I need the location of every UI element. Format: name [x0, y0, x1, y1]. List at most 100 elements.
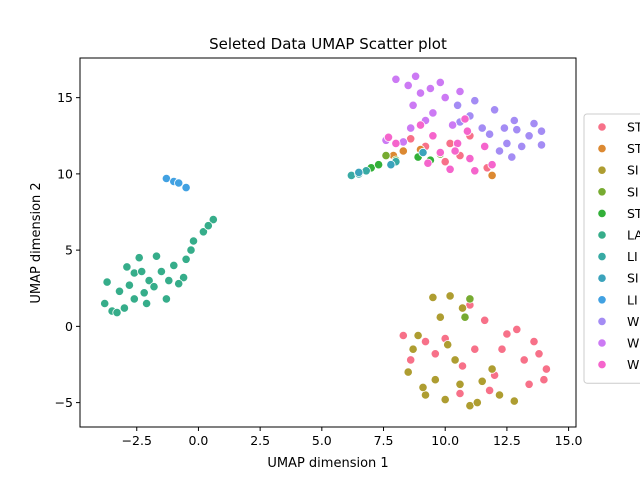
scatter-point — [450, 146, 460, 156]
scatter-point — [435, 147, 445, 158]
chart-title: Seleted Data UMAP Scatter plot — [209, 35, 447, 53]
scatter-point — [418, 147, 428, 158]
scatter-point — [124, 280, 134, 290]
scatter-point — [440, 394, 450, 405]
scatter-point — [457, 303, 468, 313]
scatter-point — [398, 146, 408, 156]
legend-label: W — [627, 314, 639, 329]
scatter-point — [529, 336, 539, 347]
scatter-point — [413, 330, 423, 341]
scatter-point — [122, 262, 132, 272]
scatter-point — [425, 83, 435, 94]
scatter-point — [112, 307, 122, 318]
scatter-point — [470, 96, 480, 106]
scatter-point — [169, 260, 179, 270]
scatter-point — [134, 253, 144, 263]
scatter-point — [174, 178, 184, 188]
scatter-point — [462, 126, 472, 136]
scatter-point — [509, 115, 519, 126]
x-tick-label: 5.0 — [312, 433, 332, 448]
x-tick-label: 12.5 — [493, 433, 521, 448]
scatter-point — [512, 125, 522, 135]
scatter-point — [435, 77, 445, 88]
scatter-point — [455, 379, 465, 389]
scatter-point — [539, 375, 549, 385]
scatter-point — [480, 315, 490, 325]
series-11 — [383, 114, 497, 176]
scatter-point — [524, 379, 534, 389]
legend-label: SI — [627, 271, 639, 286]
legend-marker — [597, 187, 607, 197]
scatter-point — [443, 340, 453, 350]
scatter-point — [198, 227, 208, 237]
scatter-point — [445, 291, 455, 301]
scatter-point — [383, 132, 394, 142]
scatter-point — [541, 364, 552, 374]
scatter-point — [149, 282, 159, 292]
x-axis-ticks: −2.5 0.0 2.5 5.0 7.5 10.0 12.5 15.0 — [122, 427, 583, 448]
scatter-point — [381, 151, 391, 161]
legend-label: LI — [627, 249, 638, 264]
scatter-point — [403, 80, 413, 91]
scatter-point — [460, 114, 470, 124]
series-0 — [398, 131, 552, 399]
scatter-point — [455, 388, 465, 399]
scatter-point — [447, 120, 458, 130]
x-tick-label: 10.0 — [431, 433, 459, 448]
scatter-point — [161, 294, 171, 304]
legend-label: ST — [627, 141, 640, 156]
y-tick-label: 10 — [57, 166, 73, 181]
series-9 — [452, 96, 547, 162]
legend-frame — [583, 113, 640, 384]
scatter-point — [137, 266, 147, 277]
series-7 — [354, 147, 428, 177]
legend-label: LA — [627, 228, 640, 243]
plot-area — [79, 57, 577, 428]
scatter-point — [415, 120, 426, 130]
scatter-point — [494, 146, 505, 156]
scatter-point — [499, 123, 509, 133]
plot-frame — [79, 57, 577, 428]
y-tick-label: 0 — [65, 319, 73, 334]
scatter-point — [408, 344, 418, 354]
x-tick-label: −2.5 — [122, 433, 152, 448]
series-6 — [346, 157, 401, 180]
scatter-point — [524, 131, 534, 141]
scatter-point — [440, 93, 450, 103]
legend-marker — [597, 273, 607, 283]
scatter-point — [484, 129, 495, 139]
scatter-point — [164, 275, 174, 286]
scatter-point — [208, 215, 218, 225]
scatter-point — [373, 160, 384, 170]
scatter-point — [403, 367, 413, 377]
scatter-point — [428, 108, 438, 118]
legend-marker — [597, 122, 607, 132]
y-tick-label: 15 — [57, 90, 73, 105]
scatter-point — [203, 221, 213, 231]
scatter-point — [398, 330, 408, 341]
x-tick-label: 15.0 — [555, 433, 583, 448]
scatter-point — [408, 100, 418, 110]
scatter-point — [487, 364, 497, 374]
legend-marker — [597, 165, 607, 175]
legend-label: ST — [627, 120, 640, 135]
legend-marker — [597, 295, 607, 305]
scatter-point — [186, 245, 196, 255]
scatter-point — [102, 277, 112, 287]
scatter-point — [142, 298, 152, 309]
legend-marker — [597, 230, 607, 240]
y-tick-label: 5 — [65, 243, 73, 258]
scatter-point — [428, 131, 438, 141]
x-tick-label: 0.0 — [189, 433, 209, 448]
scatter-point — [100, 298, 110, 309]
series-8 — [161, 173, 191, 193]
scatter-point — [420, 390, 431, 400]
legend-marker — [597, 338, 607, 348]
scatter-point — [472, 397, 482, 408]
scatter-point — [430, 375, 440, 385]
scatter-point — [144, 275, 154, 286]
scatter-point — [139, 288, 149, 298]
scatter-point — [440, 157, 450, 167]
